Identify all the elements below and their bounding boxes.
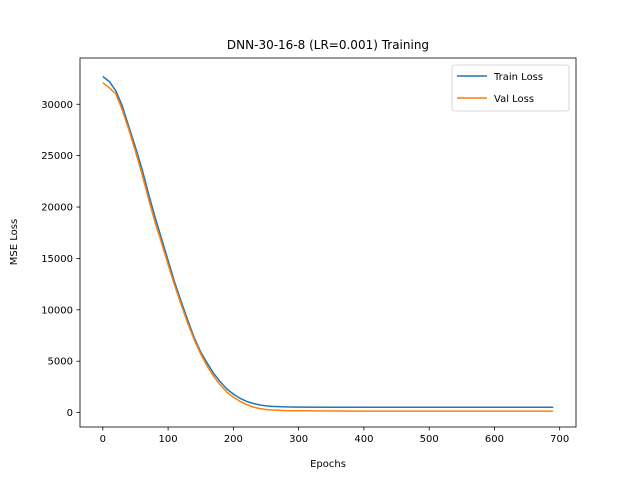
x-tick-label: 500 — [420, 434, 439, 445]
x-tick-label: 100 — [159, 434, 178, 445]
y-tick-label: 20000 — [41, 203, 73, 214]
legend-label-1: Train Loss — [493, 72, 543, 83]
y-tick-label: 15000 — [41, 254, 73, 265]
x-axis: 0 100 200 300 400 500 600 700 — [100, 427, 569, 445]
x-tick-label: 400 — [354, 434, 373, 445]
axes-frame — [79, 57, 577, 428]
x-axis-title: Epochs — [310, 459, 346, 470]
x-tick-label: 300 — [289, 434, 308, 445]
series-line-1 — [102, 75, 554, 409]
y-axis: 0 5000 10000 15000 20000 25000 30000 — [41, 100, 80, 419]
y-tick-label: 5000 — [48, 357, 73, 368]
y-axis-title: MSE Loss — [9, 219, 20, 265]
y-tick-label: 30000 — [41, 100, 73, 111]
x-tick-label: 700 — [550, 434, 569, 445]
x-tick-label: 200 — [224, 434, 243, 445]
y-tick-label: 10000 — [41, 305, 73, 316]
chart-title: DNN-30-16-8 (LR=0.001) Training — [227, 38, 429, 52]
legend: Train Loss Val Loss — [451, 64, 570, 112]
plot-area — [79, 57, 577, 428]
y-tick-label: 25000 — [41, 151, 73, 162]
legend-label-2: Val Loss — [494, 94, 534, 105]
y-tick-label: 0 — [67, 408, 73, 419]
x-tick-label: 0 — [100, 434, 106, 445]
x-tick-label: 600 — [485, 434, 504, 445]
series-line-2 — [102, 82, 554, 412]
